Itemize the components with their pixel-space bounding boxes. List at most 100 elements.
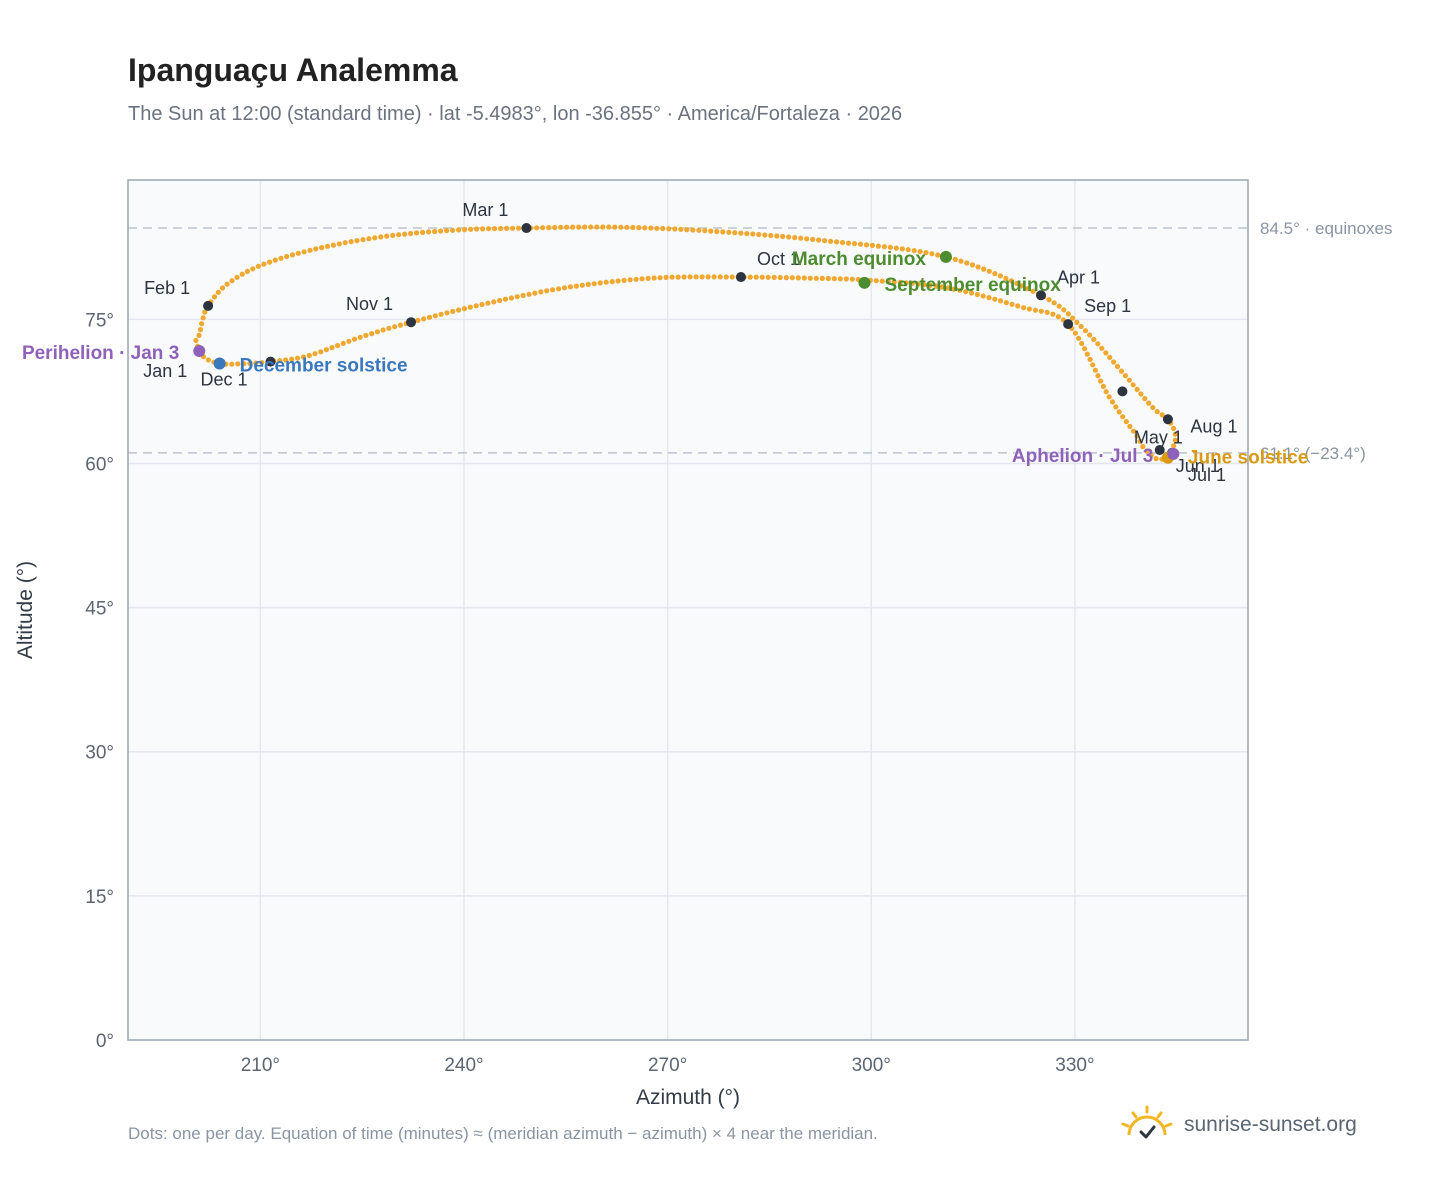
daily-sun-dot xyxy=(732,230,738,236)
daily-sun-dot xyxy=(681,274,687,280)
daily-sun-dot xyxy=(1138,391,1144,397)
daily-sun-dot xyxy=(239,271,245,277)
daily-sun-dot xyxy=(831,276,837,282)
daily-sun-dot xyxy=(267,259,273,265)
grid-lines xyxy=(128,180,1248,1040)
daily-sun-dot xyxy=(357,334,363,340)
daily-sun-dot xyxy=(952,256,958,262)
daily-sun-dot xyxy=(193,337,199,344)
daily-sun-dot xyxy=(284,253,290,260)
daily-sun-dot xyxy=(789,275,795,281)
daily-sun-dot xyxy=(330,242,336,248)
brand[interactable]: sunrise-sunset.org xyxy=(1120,1100,1357,1150)
daily-sun-dot xyxy=(1095,341,1101,347)
daily-sun-dot xyxy=(756,231,762,238)
daily-sun-dot xyxy=(1076,335,1082,341)
daily-sun-dot xyxy=(386,325,392,331)
daily-sun-dot xyxy=(711,274,717,280)
daily-sun-dot xyxy=(1159,412,1165,418)
daily-sun-dot xyxy=(426,314,433,320)
daily-sun-dot xyxy=(312,351,318,357)
month-marker xyxy=(1035,290,1046,301)
month-label: Jan 1 xyxy=(143,361,187,381)
month-label: Mar 1 xyxy=(462,200,508,220)
daily-sun-dot xyxy=(229,278,235,284)
daily-sun-dot xyxy=(372,235,378,241)
daily-sun-dot xyxy=(456,227,462,233)
daily-sun-dot xyxy=(822,238,828,244)
daily-sun-dot xyxy=(1116,409,1122,415)
daily-sun-dot xyxy=(1146,400,1152,406)
daily-sun-dot xyxy=(621,277,627,283)
daily-sun-dot xyxy=(468,226,474,232)
daily-sun-dot xyxy=(630,224,636,231)
daily-sun-dot xyxy=(202,309,208,315)
daily-sun-dot xyxy=(828,238,834,244)
daily-sun-dot xyxy=(957,287,963,293)
daily-sun-dot xyxy=(597,280,603,286)
daily-sun-dot xyxy=(1056,303,1062,309)
daily-sun-dot xyxy=(438,228,444,234)
month-label: Nov 1 xyxy=(346,294,393,314)
daily-sun-dot xyxy=(1003,275,1009,281)
daily-sun-dot xyxy=(660,225,666,232)
daily-sun-dot xyxy=(570,224,576,230)
daily-sun-dot xyxy=(261,261,267,267)
daily-sun-dot xyxy=(786,234,792,240)
daily-sun-dot xyxy=(480,226,486,232)
daily-sun-dot xyxy=(450,308,456,314)
daily-sun-dot xyxy=(1118,368,1125,374)
daily-sun-dot xyxy=(253,360,259,366)
daily-sun-dot xyxy=(1130,382,1136,388)
daily-sun-dot xyxy=(594,224,600,230)
daily-sun-dot xyxy=(1109,399,1116,405)
daily-sun-dot xyxy=(958,258,964,264)
daily-sun-dot xyxy=(497,297,503,304)
analemma-curve xyxy=(193,224,1178,462)
reference-lines: 84.5° · equinoxes 61.1° (−23.4°) xyxy=(128,219,1393,463)
x-tick-label: 330° xyxy=(1055,1055,1094,1076)
month-label: Dec 1 xyxy=(201,370,248,390)
daily-sun-dot xyxy=(534,225,540,231)
daily-sun-dot xyxy=(1150,404,1156,411)
daily-sun-dot xyxy=(241,361,247,367)
daily-sun-dot xyxy=(935,252,941,258)
month-marker xyxy=(1162,414,1173,425)
daily-sun-dot xyxy=(1026,306,1032,312)
daily-sun-dot xyxy=(1106,394,1112,400)
daily-sun-dot xyxy=(964,260,970,266)
daily-sun-dot xyxy=(1122,373,1128,379)
daily-sun-dot xyxy=(378,234,384,240)
daily-sun-dot xyxy=(807,275,813,281)
daily-sun-dot xyxy=(426,229,432,235)
daily-sun-dot xyxy=(313,246,319,252)
daily-sun-dot xyxy=(929,251,935,257)
daily-sun-dot xyxy=(992,271,998,277)
daily-sun-dot xyxy=(729,274,735,280)
daily-sun-dot xyxy=(197,327,204,333)
daily-sun-dot xyxy=(229,361,235,367)
daily-sun-dot xyxy=(714,228,720,235)
daily-sun-dot xyxy=(255,263,261,269)
daily-sun-dot xyxy=(508,295,514,301)
daily-sun-dot xyxy=(869,242,876,248)
daily-sun-dot xyxy=(951,286,957,292)
daily-sun-dot xyxy=(360,237,366,243)
month-label: Feb 1 xyxy=(144,278,190,298)
daily-sun-dot xyxy=(897,279,903,285)
daily-sun-dot xyxy=(1171,425,1177,431)
daily-sun-dot xyxy=(486,226,492,232)
daily-sun-dot xyxy=(420,229,426,235)
reference-line-label: 61.1° (−23.4°) xyxy=(1260,444,1366,463)
daily-sun-dot xyxy=(552,224,558,231)
daily-sun-dot xyxy=(1050,311,1056,317)
daily-sun-dot xyxy=(986,295,992,301)
daily-sun-dot xyxy=(672,226,678,232)
daily-sun-dot xyxy=(1082,328,1089,334)
daily-sun-dot xyxy=(366,236,372,242)
month-label: May 1 xyxy=(1134,427,1183,447)
daily-sun-dot xyxy=(636,225,642,231)
daily-sun-dot xyxy=(834,239,840,245)
daily-sun-dot xyxy=(723,274,729,280)
daily-sun-dot xyxy=(278,255,284,261)
